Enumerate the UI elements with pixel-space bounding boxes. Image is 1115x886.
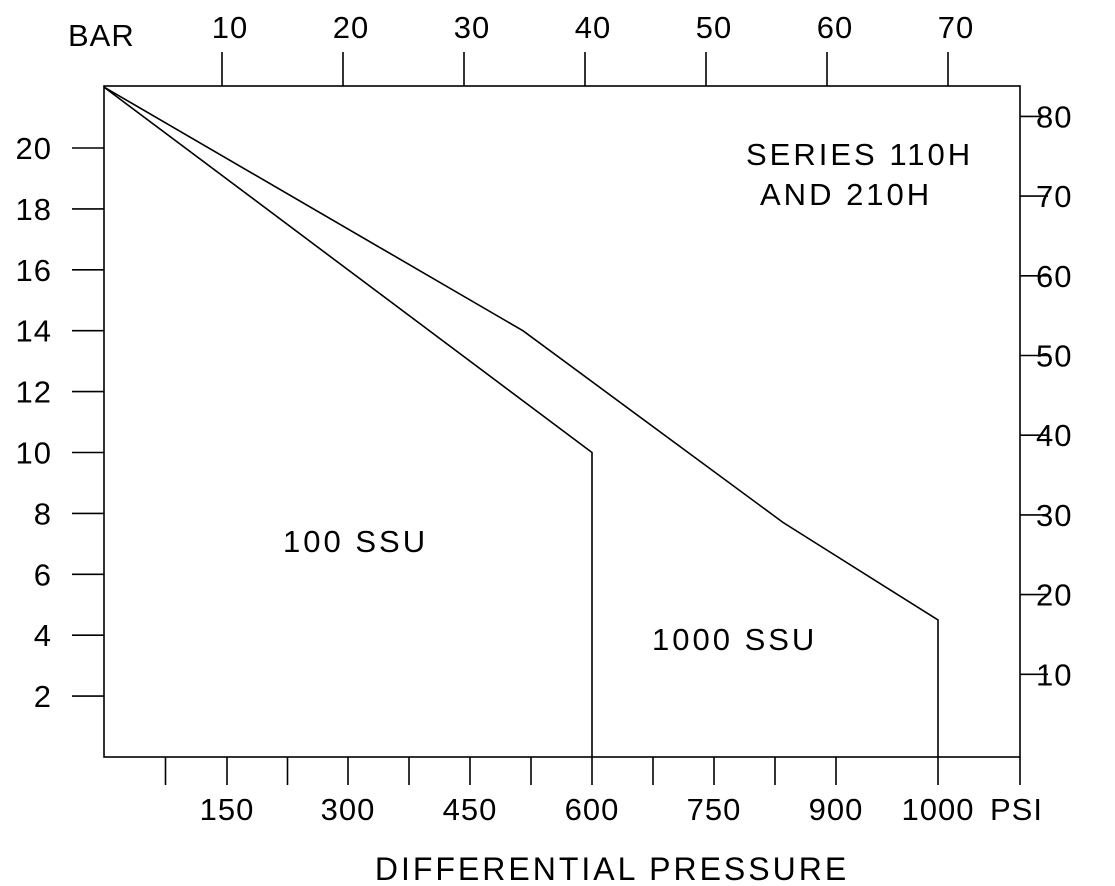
x-unit-label: PSI [990,792,1043,827]
x-tick-label: 1000 [902,792,975,827]
series-line-100-ssu [103,86,593,757]
series-lines [103,86,939,757]
y2-tick-label: 80 [1036,99,1072,134]
series-title-line2: AND 210H [760,177,932,212]
plot-frame [103,85,1021,758]
x2-unit-label: BAR [68,18,135,53]
x-tick-label: 150 [200,792,255,827]
y2-tick-label: 70 [1036,179,1072,214]
y2-tick-label: 20 [1036,578,1072,613]
label-100-ssu: 100 SSU [283,524,428,559]
x-tick-label: 900 [809,792,864,827]
y2-tick-label: 10 [1036,657,1072,692]
x2-tick-label: 20 [333,10,369,45]
y-tick-label: 20 [16,131,52,166]
x-axis-title: DIFFERENTIAL PRESSURE [375,851,849,886]
x2-tick-label: 70 [938,10,974,45]
x-tick-label: 300 [321,792,376,827]
x2-tick-label: 30 [454,10,490,45]
x-tick-label: 450 [443,792,498,827]
x-tick-label: 600 [565,792,620,827]
y-tick-label: 16 [16,253,52,288]
y2-tick-label: 60 [1036,259,1072,294]
x-tick-label: 750 [687,792,742,827]
tick-labels: 150 300 450 600 750 900 1000 10 20 30 40 50 60 70 2 4 6 8… [16,10,1072,827]
series-line-1000-ssu [103,86,939,757]
series-title-line1: SERIES 110H [746,137,973,172]
y-tick-label: 2 [34,679,52,714]
y-tick-label: 6 [34,557,52,592]
y-tick-label: 18 [16,192,52,227]
y-tick-label: 8 [34,496,52,531]
tick-marks [72,52,1048,785]
y-tick-label: 14 [16,314,52,349]
y-tick-label: 4 [34,618,52,653]
x2-tick-label: 40 [575,10,611,45]
y-tick-label: 12 [16,375,52,410]
label-1000-ssu: 1000 SSU [652,622,817,657]
y2-tick-label: 40 [1036,418,1072,453]
x2-tick-label: 50 [696,10,732,45]
x2-tick-label: 10 [212,10,248,45]
y2-tick-label: 30 [1036,498,1072,533]
y2-tick-label: 50 [1036,339,1072,374]
y-tick-label: 10 [16,436,52,471]
x2-tick-label: 60 [817,10,853,45]
